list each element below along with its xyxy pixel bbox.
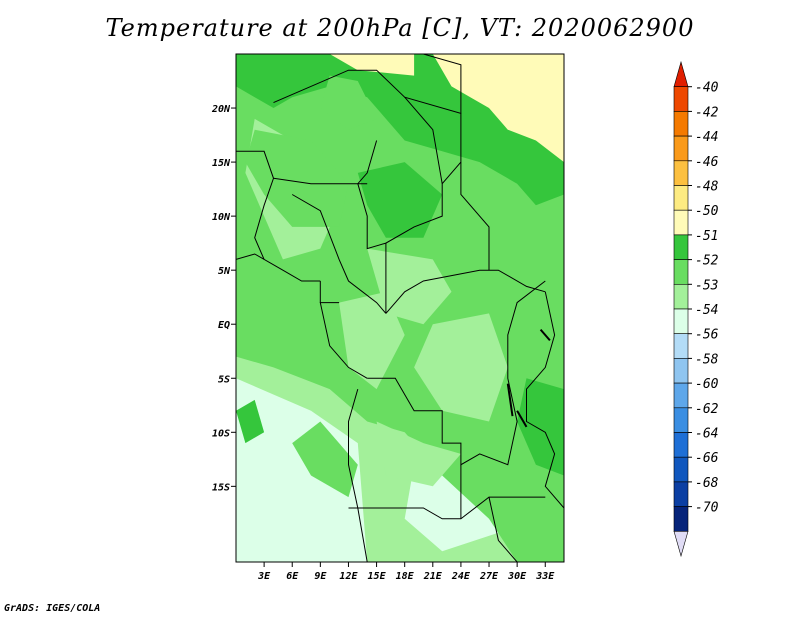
boundary-line-4: [273, 177, 368, 185]
field-contour-11: [357, 162, 443, 238]
chart-title: Temperature at 200hPa [C], VT: 202006290…: [105, 14, 695, 42]
field-contour-9: [376, 421, 461, 487]
field-contour-13: [236, 399, 265, 444]
temperature-field: [236, 54, 564, 562]
y-tick-label: 10N: [212, 212, 231, 223]
y-tick-label: 15N: [212, 158, 231, 169]
colorbar-swatch: [673, 407, 689, 433]
colorbar-swatch: [673, 308, 689, 335]
colorbar-swatch: [673, 259, 689, 285]
x-tick-label: 33E: [535, 571, 555, 582]
colorbar-label: -60: [695, 377, 719, 392]
boundary-line-12: [348, 388, 368, 562]
colorbar-label: -42: [695, 105, 719, 120]
colorbar-label: -52: [695, 254, 719, 269]
colorbar-label: -54: [695, 303, 718, 318]
boundary-line-15: [236, 253, 321, 282]
field-contour-12: [517, 378, 564, 476]
x-tick-label: 21E: [423, 571, 443, 582]
boundary-line-7: [367, 280, 546, 466]
colorbar-swatch: [673, 111, 689, 137]
field-contour-0: [236, 378, 368, 562]
colorbar: -40 -42 -44 -46 -48 -50 -51 -52 -53 -54 -56 -58 -60 -…: [673, 60, 719, 558]
colorbar-swatch: [673, 432, 689, 458]
colorbar-swatch: [673, 481, 689, 507]
boundary-line-1: [404, 96, 443, 184]
grads-credit: GrADS: IGES/COLA: [4, 603, 101, 614]
boundary-line-14: [488, 496, 518, 562]
boundary-line-2: [423, 54, 462, 114]
x-tick-label: 12E: [339, 571, 358, 582]
colorbar-swatch: [673, 283, 689, 310]
y-axis: 20N 15N 10N 5N EQ 5S 10S 15S: [211, 104, 236, 493]
colorbar-swatch: [673, 135, 689, 162]
colorbar-swatch: [673, 456, 689, 483]
colorbar-label: -40: [695, 81, 719, 96]
colorbar-label: -64: [695, 427, 718, 442]
colorbar-swatch: [673, 506, 689, 532]
x-tick-label: 24E: [451, 571, 471, 582]
y-tick-label: 20N: [211, 104, 231, 115]
x-tick-label: 3E: [257, 571, 271, 582]
x-tick-label: 6E: [286, 571, 299, 582]
colorbar-swatch: [673, 86, 689, 112]
colorbar-label: -68: [695, 476, 719, 491]
lake-outline-1: [539, 328, 551, 342]
boundary-line-10: [526, 291, 564, 509]
x-tick-label: 30E: [507, 571, 527, 582]
colorbar-label: -51: [695, 229, 718, 244]
field-contour-8: [414, 313, 508, 422]
boundary-line-0: [273, 69, 462, 250]
boundary-line-6: [319, 302, 368, 379]
colorbar-label: -44: [695, 130, 718, 145]
field-contour-17: [329, 54, 415, 76]
colorbar-label: -53: [695, 278, 718, 293]
colorbar-label: -50: [695, 204, 719, 219]
x-tick-label: 18E: [396, 571, 415, 582]
colorbar-label: -48: [695, 180, 719, 195]
y-tick-label: 15S: [212, 482, 230, 493]
boundary-line-3: [236, 150, 275, 260]
lake-outline-2: [516, 410, 528, 428]
colorbar-label: -58: [695, 352, 719, 367]
colorbar-swatch: [673, 234, 689, 260]
country-boundaries: [236, 54, 564, 562]
colorbar-label: -66: [695, 451, 719, 466]
colorbar-arrow-bottom: [673, 530, 689, 558]
colorbar-arrow-top: [673, 60, 689, 87]
y-tick-label: 5N: [218, 266, 231, 277]
map-frame: [235, 53, 565, 563]
lake-outline-0: [506, 383, 514, 417]
colorbar-swatch: [673, 160, 689, 186]
y-tick-label: EQ: [218, 320, 230, 331]
colorbar-swatch: [673, 382, 689, 409]
field-contour-14: [245, 129, 349, 227]
colorbar-swatch: [673, 358, 689, 384]
field-contour-7: [339, 291, 405, 390]
colorbar-swatch: [673, 209, 689, 236]
y-tick-label: 5S: [218, 374, 230, 385]
x-axis: 3E 6E 9E 12E 15E 18E 21E 24E 27E 30E 33E: [257, 562, 555, 582]
boundary-line-8: [385, 269, 546, 314]
field-contour-15: [320, 75, 377, 130]
colorbar-label: -62: [695, 402, 719, 417]
x-tick-label: 9E: [314, 571, 327, 582]
boundary-line-5: [291, 194, 387, 314]
x-tick-label: 27E: [479, 571, 499, 582]
colorbar-swatch: [673, 333, 689, 359]
colorbar-swatch: [673, 185, 689, 211]
x-tick-label: 15E: [368, 571, 387, 582]
colorbar-label: -46: [695, 155, 719, 170]
field-contour-16: [432, 54, 564, 163]
y-tick-label: 10S: [212, 428, 230, 439]
field-contour-4: [292, 421, 358, 498]
colorbar-label: -70: [695, 501, 719, 516]
boundary-line-17: [460, 162, 490, 271]
colorbar-label: -56: [695, 328, 719, 343]
